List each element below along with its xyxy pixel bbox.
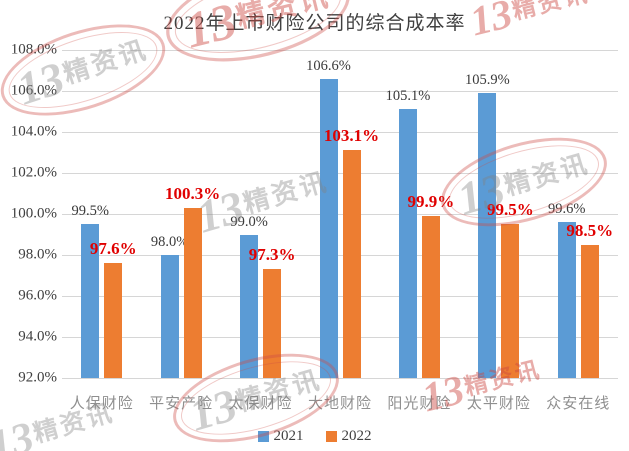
watermark-stamp: 13 精资讯 (0, 6, 177, 134)
bar-2022-太保财险 (263, 269, 282, 378)
legend-label-2021: 2021 (273, 428, 304, 444)
legend-label-2022: 2022 (341, 428, 372, 444)
bar-2021-大地财险 (319, 78, 338, 378)
y-axis-tick-label: 104.0% (10, 123, 57, 140)
x-axis-label-平安产险: 平安产险 (149, 396, 214, 412)
bar-2021-平安产险 (160, 255, 179, 378)
y-axis-tick-label: 102.0% (10, 164, 57, 181)
gridline (62, 337, 618, 338)
bar-2022-人保财险 (104, 263, 123, 378)
gridline (62, 173, 618, 174)
gridline (62, 50, 618, 51)
bar-2021-太平财险 (478, 93, 497, 378)
x-axis-label-众安在线: 众安在线 (546, 396, 611, 412)
bar-2021-太保财险 (240, 234, 259, 378)
bar-2021-人保财险 (81, 224, 100, 378)
y-axis-tick-label: 100.0% (10, 205, 57, 222)
x-axis-label-太保财险: 太保财险 (228, 396, 293, 412)
value-label-2022-众安在线: 98.5% (566, 220, 614, 240)
value-label-2022-人保财险: 97.6% (89, 239, 137, 259)
value-label-2021-太平财险: 105.9% (464, 72, 510, 89)
bar-2022-大地财险 (342, 150, 361, 378)
y-axis-tick-label: 96.0% (18, 287, 57, 304)
watermark-text-suffix: 精资讯 (240, 166, 332, 219)
legend-item-2021: 2021 (257, 428, 304, 445)
value-label-2022-大地财险: 103.1% (323, 126, 380, 146)
value-label-2021-阳光财险: 105.1% (385, 88, 431, 105)
chart-title: 2022年上市财险公司的综合成本率 (163, 13, 466, 34)
value-label-2022-太平财险: 99.5% (486, 200, 534, 220)
y-axis-tick-label: 106.0% (10, 82, 57, 99)
value-label-2021-太保财险: 99.0% (230, 213, 268, 230)
legend-swatch-2021 (257, 431, 269, 442)
gridline (62, 91, 618, 92)
bar-2021-阳光财险 (398, 109, 417, 378)
value-label-2021-人保财险: 99.5% (71, 203, 109, 220)
gridline (62, 255, 618, 256)
value-label-2021-众安在线: 99.6% (548, 201, 586, 218)
y-axis-tick-label: 92.0% (18, 369, 57, 386)
value-label-2022-太保财险: 97.3% (248, 245, 296, 265)
bar-2022-阳光财险 (421, 216, 440, 378)
x-axis-label-人保财险: 人保财险 (69, 396, 134, 412)
gridline (62, 296, 618, 297)
bar-2022-平安产险 (183, 207, 202, 378)
watermark-text-suffix: 精资讯 (59, 34, 152, 90)
legend-item-2022: 2022 (325, 428, 372, 445)
gridline (62, 214, 618, 215)
watermark-text-suffix: 精资讯 (501, 148, 593, 201)
x-axis-label-阳光财险: 阳光财险 (387, 396, 452, 412)
y-axis-tick-label: 108.0% (10, 41, 57, 58)
gridline (62, 132, 618, 133)
x-axis-label-大地财险: 大地财险 (307, 396, 373, 412)
bar-2022-众安在线 (580, 244, 599, 378)
gridline (62, 378, 618, 379)
legend-swatch-2022 (325, 431, 337, 442)
legend: 2021 2022 (0, 428, 629, 445)
value-label-2022-阳光财险: 99.9% (407, 192, 455, 212)
value-label-2022-平安产险: 100.3% (165, 183, 221, 203)
value-label-2021-平安产险: 98.0% (150, 234, 189, 250)
x-axis-label-太平财险: 太平财险 (466, 396, 531, 412)
bar-2021-众安在线 (557, 222, 576, 378)
bar-2022-太平财险 (501, 224, 520, 378)
y-axis-tick-label: 94.0% (18, 328, 57, 345)
y-axis-tick-label: 98.0% (18, 246, 57, 263)
value-label-2021-大地财险: 106.6% (306, 57, 351, 74)
